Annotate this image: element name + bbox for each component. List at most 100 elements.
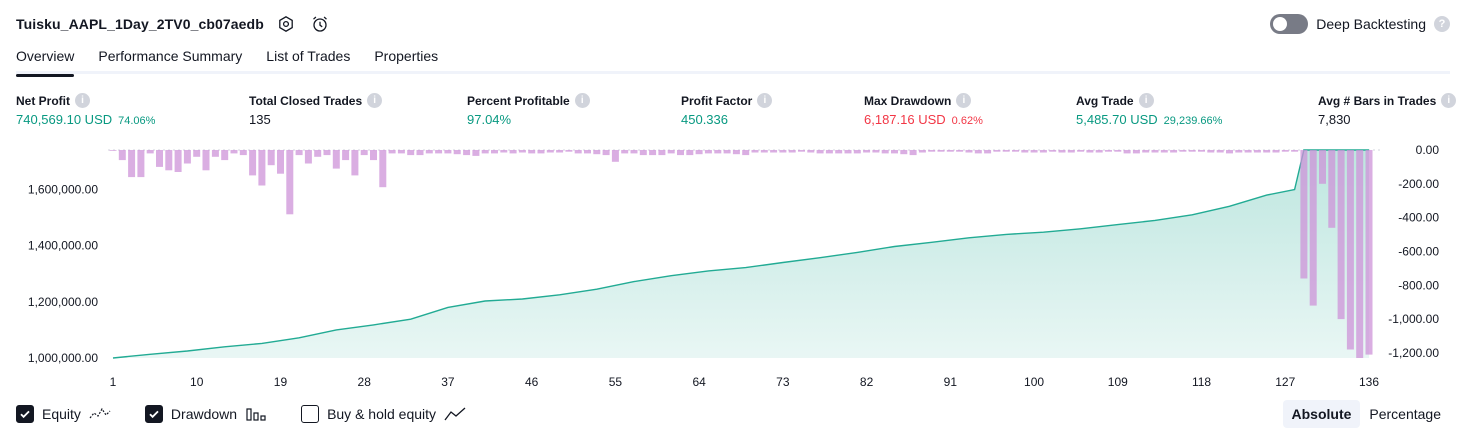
metric-label: Avg Trade xyxy=(1076,93,1134,108)
metric-label: Max Drawdown xyxy=(864,93,952,108)
checkmark-icon xyxy=(20,410,30,419)
legend-buy-hold[interactable]: Buy & hold equity xyxy=(301,405,466,423)
drawdown-bar xyxy=(891,150,898,154)
info-icon[interactable]: i xyxy=(1138,93,1154,108)
drawdown-bar xyxy=(779,150,787,153)
drawdown-bar xyxy=(1319,150,1326,184)
info-icon[interactable]: i xyxy=(956,93,972,108)
equity-checkbox[interactable] xyxy=(16,405,34,423)
drawdown-bar xyxy=(574,150,582,154)
drawdown-bar xyxy=(379,150,387,188)
drawdown-bar xyxy=(267,150,275,166)
drawdown-bar xyxy=(1244,150,1252,153)
drawdown-bar xyxy=(416,150,424,156)
drawdown-bar xyxy=(816,150,824,154)
info-icon[interactable]: i xyxy=(75,93,90,108)
drawdown-bar xyxy=(174,150,182,172)
y-right-tick-label: -400.00 xyxy=(1398,211,1439,225)
drawdown-bar xyxy=(1356,150,1364,358)
absolute-button[interactable]: Absolute xyxy=(1282,400,1361,428)
drawdown-bar xyxy=(1216,150,1224,153)
info-icon[interactable]: i xyxy=(757,93,773,108)
metric-value: 7,830 xyxy=(1318,112,1351,127)
drawdown-bar xyxy=(1309,150,1317,306)
equity-line xyxy=(112,149,1369,359)
drawdown-bar xyxy=(630,150,638,154)
info-icon[interactable]: i xyxy=(574,93,590,108)
x-tick-label: 73 xyxy=(776,375,790,389)
help-icon[interactable]: ? xyxy=(1434,16,1450,32)
settings-icon[interactable] xyxy=(274,12,298,36)
drawdown-bar xyxy=(825,150,833,154)
info-icon[interactable]: i xyxy=(367,93,383,108)
tab-properties[interactable]: Properties xyxy=(374,48,439,64)
metric-label: Percent Profitable xyxy=(467,93,570,108)
metric-net-profit: Net Profit i 740,569.10 USD 74.06% xyxy=(16,93,155,127)
drawdown-bar xyxy=(128,150,136,178)
checkmark-icon xyxy=(149,410,159,419)
tab-list-of-trades[interactable]: List of Trades xyxy=(266,48,351,64)
drawdown-bar xyxy=(1086,150,1094,153)
drawdown-bar xyxy=(360,150,368,156)
drawdown-bar xyxy=(407,150,415,156)
buy-hold-checkbox[interactable] xyxy=(301,405,320,423)
drawdown-bar xyxy=(1123,150,1131,154)
legend-equity[interactable]: Equity xyxy=(16,405,111,423)
drawdown-bar xyxy=(649,150,657,156)
alarm-clock-icon[interactable] xyxy=(308,12,332,36)
legend-equity-label: Equity xyxy=(42,406,81,422)
metric-label: Avg # Bars in Trades xyxy=(1318,93,1437,108)
drawdown-bar xyxy=(1226,150,1233,154)
info-icon[interactable]: i xyxy=(1441,93,1457,108)
drawdown-bar xyxy=(1281,150,1289,152)
drawdown-bar xyxy=(853,150,861,154)
drawdown-bar xyxy=(658,150,666,156)
tab-bar: Overview Performance Summary List of Tra… xyxy=(16,40,1450,77)
legend-drawdown[interactable]: Drawdown xyxy=(144,405,267,423)
metric-value: 6,187.16 USD xyxy=(864,112,946,127)
deep-backtesting-toggle[interactable] xyxy=(1270,14,1309,34)
drawdown-bar xyxy=(1235,150,1243,153)
metric-total-closed-trades: Total Closed Trades i 135 xyxy=(249,93,383,127)
drawdown-bar xyxy=(1272,150,1280,153)
drawdown-bar xyxy=(1142,150,1150,153)
drawdown-bar xyxy=(881,150,889,154)
percentage-button[interactable]: Percentage xyxy=(1369,406,1441,422)
tab-overview[interactable]: Overview xyxy=(16,40,75,77)
drawdown-bar xyxy=(1188,150,1196,152)
equity-drawdown-chart: 1,000,000.00 1,200,000.00 1,400,000.00 1,60… xyxy=(28,143,1440,389)
drawdown-bar xyxy=(1346,150,1354,350)
drawdown-bar xyxy=(1002,150,1010,152)
drawdown-bar xyxy=(1170,150,1178,153)
drawdown-bar xyxy=(695,150,703,155)
drawdown-bar xyxy=(1030,150,1038,153)
x-tick-label: 1 xyxy=(110,375,117,389)
x-tick-label: 127 xyxy=(1275,375,1295,389)
tab-performance-summary[interactable]: Performance Summary xyxy=(98,48,243,64)
drawdown-bar xyxy=(1263,150,1271,153)
drawdown-checkbox[interactable] xyxy=(144,405,163,423)
drawdown-bar xyxy=(1058,150,1066,153)
drawdown-bar xyxy=(1021,150,1029,153)
drawdown-bar xyxy=(332,150,340,169)
x-tick-label: 64 xyxy=(692,375,706,389)
drawdown-bar xyxy=(1049,150,1057,152)
drawdown-bar xyxy=(537,150,545,154)
y-left-tick-label: 1,400,000.00 xyxy=(28,239,98,253)
drawdown-bar xyxy=(704,150,712,154)
equity-chart[interactable]: 1,000,000.00 1,200,000.00 1,400,000.00 1,60… xyxy=(0,140,1466,395)
drawdown-bar xyxy=(984,150,992,154)
drawdown-bar xyxy=(193,150,201,157)
y-right-tick-label: -1,000.00 xyxy=(1388,312,1439,326)
drawdown-bar xyxy=(844,150,852,154)
drawdown-bar xyxy=(602,150,610,156)
drawdown-bar xyxy=(277,150,284,174)
x-tick-label: 118 xyxy=(1192,375,1211,389)
drawdown-bar xyxy=(593,150,601,155)
y-right-tick-label: 0.00 xyxy=(1416,143,1440,157)
metrics-row: Net Profit i 740,569.10 USD 74.06% Total C… xyxy=(16,93,1457,133)
drawdown-bar xyxy=(370,150,377,161)
drawdown-bar xyxy=(807,150,815,153)
drawdown-bar xyxy=(1328,150,1336,228)
metric-avg-trade: Avg Trade i 5,485.70 USD 29,239.66% xyxy=(1076,93,1222,127)
